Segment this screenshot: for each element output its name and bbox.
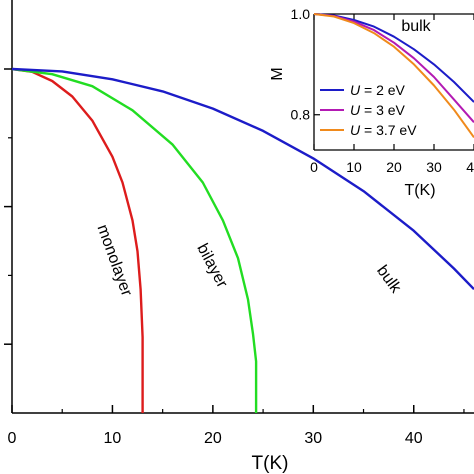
legend-label-variable: U <box>350 122 361 138</box>
inset-x-tick-label: 40 <box>466 159 474 175</box>
legend-label-value: = 3.7 eV <box>360 122 417 138</box>
x-tick-label: 10 <box>104 430 122 447</box>
inset-x-tick-label: 10 <box>346 159 362 175</box>
inset-x-tick-label: 20 <box>386 159 402 175</box>
legend-label-value: = 3 eV <box>360 102 405 118</box>
legend-label-1: U = 2 eV <box>350 82 406 98</box>
legend-label-variable: U <box>350 102 361 118</box>
series-label-monolayer: monolayer <box>93 222 135 299</box>
inset-series-line-3 <box>313 13 474 138</box>
inset-title: bulk <box>401 18 431 35</box>
x-tick-label: 20 <box>204 430 222 447</box>
legend-label-2: U = 3 eV <box>350 102 406 118</box>
series-label-bulk: bulk <box>373 262 405 297</box>
legend-label-value: = 2 eV <box>360 82 405 98</box>
inset-x-axis-label: T(K) <box>404 182 435 199</box>
x-tick-label: 30 <box>304 430 322 447</box>
legend-label-3: U = 3.7 eV <box>350 122 417 138</box>
series-label-bilayer: bilayer <box>193 241 230 291</box>
series-line-bulk <box>11 67 474 291</box>
inset-y-tick-label: 0.8 <box>291 107 311 123</box>
inset-y-axis-label: M <box>269 67 286 80</box>
inset-x-tick-label: 0 <box>310 159 318 175</box>
inset-y-tick-label: 1.0 <box>291 6 311 22</box>
series-line-bilayer <box>11 67 258 413</box>
x-axis-label: T(K) <box>252 453 289 474</box>
series-line-monolayer <box>11 67 144 413</box>
inset-x-tick-label: 30 <box>426 159 442 175</box>
x-tick-label: 0 <box>8 430 17 447</box>
x-tick-label: 40 <box>405 430 423 447</box>
legend-label-variable: U <box>350 82 361 98</box>
